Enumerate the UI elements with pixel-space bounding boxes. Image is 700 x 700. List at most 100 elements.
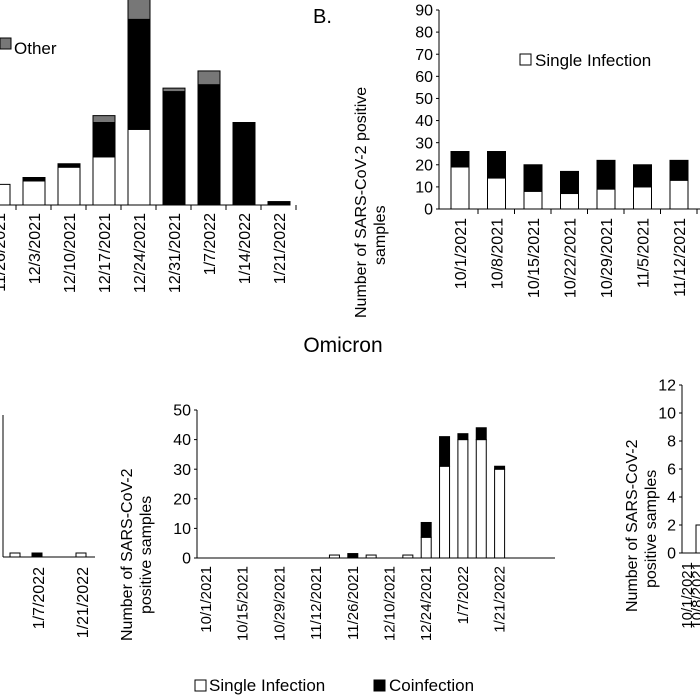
y-tick-label: 12 [658,378,676,395]
bar-10/29/2021-seg-0 [596,188,616,210]
bar-11/12/2021-seg-1 [669,159,689,181]
tick-labels-group: 10/1/2021 10/8/2021 10/15/2021 10/22/2021 10… [453,209,698,298]
bar-12/31/2021-seg-1 [439,436,451,467]
y-tick-label: 10 [173,521,191,538]
x-tick-label: 12/17/2021 [97,213,114,293]
panel-bottom-right: Number of SARS-CoV-2 positive samples 0 2… [624,378,700,629]
x-tick-label: 11/26/2021 [345,566,362,640]
bar-1/14/2022-seg-1 [475,427,487,441]
tick-labels-group: 10/1/2021 10/15/2021 10/29/2021 11/12/2021 1… [198,566,509,641]
x-tick-label: 10/22/2021 [563,218,580,298]
bar-1/7/2022-seg-1 [457,433,469,441]
bar-12/24/2021-seg-0 [420,536,432,559]
panel-b: B. Number of SARS-CoV-2 positive samples… [313,3,700,318]
bar-12/17/2021-seg-1 [92,122,116,158]
panel-omicron: Omicron Number of SARS-CoV-2 positive sa… [119,334,555,641]
bar-11/19/2021-seg-0 [328,554,340,559]
y-tick-label: 80 [415,25,433,42]
y-axis-label-right-line1: Number of SARS-CoV-2 [624,439,641,612]
bottom-legend: Single Infection Coinfection [194,676,474,695]
bar-12/24/2021-seg-0 [127,128,151,206]
bars-group [450,151,689,210]
y-tick-label: 60 [415,69,433,86]
bar-11/26/2021-seg-1 [347,553,359,559]
bar-10/8/2021-seg-1 [487,151,506,179]
bar-10/22/2021-seg-0 [560,193,579,210]
panel-b-label: B. [313,6,332,28]
bar-1/21/2022-seg-0 [494,468,506,559]
x-tick-label: 1/7/2022 [31,567,48,629]
bar-12/17/2021-seg-0 [402,554,414,559]
y-tick-label: 4 [667,490,676,507]
y-tick-label: 10 [415,179,433,196]
x-tick-label: 11/5/2021 [636,218,653,288]
tick-labels-group: 1/7/2022 1/21/2022 [31,567,92,638]
bar-12/24/2021-seg-2 [127,0,151,20]
bar-12/31/2021-seg-2 [162,87,186,93]
bar-10/1/2021-seg-0 [450,166,470,210]
y-tick-label: 50 [173,403,191,420]
x-tick-label: 10/1/2021 [198,566,215,633]
bar-1-seg-1 [31,552,43,558]
bars-group [9,552,87,558]
bar-1/21/2022-seg-1 [494,465,506,470]
bar-10/8/2021-seg-0 [487,177,506,210]
x-tick-label: 12/24/2021 [418,566,435,641]
legend-label-single: Single Infection [535,51,651,70]
y-tick-labels: 0 2 4 6 8 10 12 [658,378,682,563]
x-tick-label: 1/7/2022 [455,566,472,624]
bar-12/3/2021-seg-1 [22,177,46,182]
y-tick-label: 8 [667,434,676,451]
x-tick-label: 11/26/2021 [0,213,9,292]
bar-12/31/2021-seg-0 [439,465,451,559]
y-tick-label: 30 [415,135,433,152]
x-tick-label: 1/7/2022 [202,213,219,275]
x-tick-label: 1/21/2022 [75,567,92,638]
x-tick-label: 10/8/2021 [689,562,700,629]
panel-bottom-left: 1/7/2022 1/21/2022 [2,415,95,638]
x-tick-label: 10/15/2021 [526,218,543,298]
y-tick-label: 50 [415,91,433,108]
tick-labels-group: 11/26/2021 12/3/2021 12/10/2021 12/17/2021 1… [0,205,297,293]
bar-10/1/2021-seg-1 [450,151,470,168]
x-tick-label: 1/21/2022 [272,213,289,284]
legend-label-coinfection: Coinfection [389,676,474,695]
y-axis-label-omicron-line2: positive samples [138,496,155,614]
y-tick-label: 20 [415,157,433,174]
bar-12/24/2021-seg-1 [420,521,432,538]
x-tick-label: 10/1/2021 [679,562,696,629]
bar-11/26/2021-seg-0 [0,183,11,206]
y-tick-label: 40 [173,432,191,449]
bar-2-seg-0 [75,552,87,558]
bar-12/10/2021-seg-0 [57,166,81,206]
bar-10/8/2021-seg-0 [695,524,700,554]
bar-11/12/2021-seg-0 [669,179,689,210]
x-tick-label: 12/31/2021 [167,213,184,293]
x-tick-label: 12/24/2021 [132,213,149,293]
legend-swatch-single [194,679,207,692]
y-tick-label: 10 [658,406,676,423]
bar-1/7/2022-seg-0 [457,439,469,559]
y-tick-label: 6 [667,462,676,479]
x-tick-label: 12/3/2021 [27,213,44,284]
bar-12/31/2021-seg-1 [162,91,186,206]
y-tick-labels: 0 10 20 30 40 50 60 70 80 90 [415,3,439,219]
legend-swatch-other [0,37,12,50]
y-tick-label: 40 [415,113,433,130]
x-tick-label: 11/12/2021 [672,218,689,297]
bar-12/17/2021-seg-0 [92,156,116,206]
y-tick-label: 70 [415,47,433,64]
panel-top-left: Other 11/26/2021 12/3/2021 12/10/2021 12/17… [0,0,297,293]
x-tick-label: 10/29/2021 [599,218,616,298]
legend-swatch-coinfection [373,679,386,692]
bar-12/3/2021-seg-0 [22,180,46,206]
x-tick-label: 1/14/2022 [237,213,254,284]
x-tick-label: 12/10/2021 [62,213,79,293]
y-tick-label: 0 [667,546,676,563]
bar-12/10/2021-seg-1 [57,163,81,168]
bar-12/3/2021-seg-0 [365,554,377,559]
y-axis-label-b-line1: Number of SARS-CoV-2 positive [353,87,370,318]
